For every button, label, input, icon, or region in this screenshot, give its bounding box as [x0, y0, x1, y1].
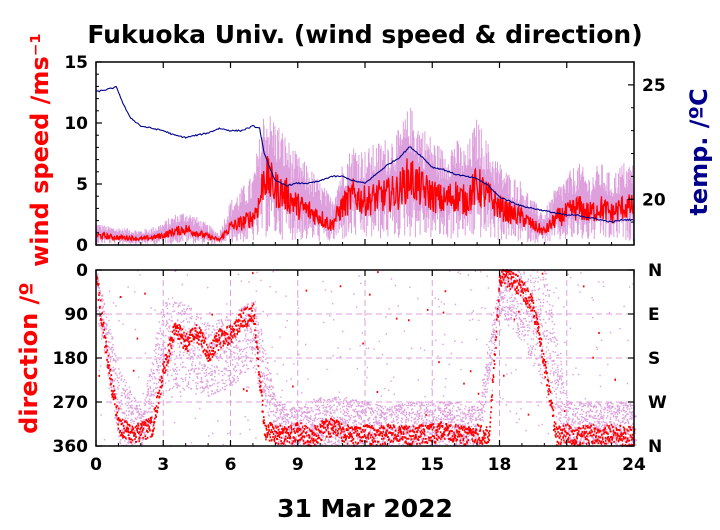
wind-tick-label: 0	[76, 236, 88, 256]
temp-tick-label: 25	[642, 76, 666, 96]
wind-direction-panel: 0 90 180 270 360 N E S W N 0 3 6 9 12 15 18 21 24	[53, 261, 668, 475]
direction-tick-label: 360	[53, 437, 89, 457]
temperature-line	[95, 85, 634, 223]
wind-direction-dots	[96, 269, 636, 447]
compass-tick-label: N	[648, 437, 662, 457]
x-axis-label: 31 Mar 2022	[277, 494, 453, 523]
direction-tick-label: 180	[53, 349, 89, 369]
compass-tick-label: E	[648, 305, 660, 325]
x-tick-label: 21	[555, 455, 579, 475]
wind-tick-label: 15	[64, 53, 88, 73]
x-tick-label: 3	[157, 455, 169, 475]
compass-tick-label: N	[648, 261, 662, 281]
wind-tick-label: 10	[64, 114, 88, 134]
direction-tick-label: 90	[64, 305, 88, 325]
chart-title: Fukuoka Univ. (wind speed & direction)	[87, 20, 642, 49]
wind-tick-label: 5	[76, 175, 88, 195]
direction-tick-label: 270	[53, 393, 89, 413]
x-tick-label: 0	[90, 455, 102, 475]
wind-speed-temperature-panel: 0 5 10 15 20 25	[64, 53, 666, 256]
right-axis-label-temp: temp. /ºC	[685, 88, 713, 215]
wind-speed-line	[95, 155, 635, 243]
x-tick-label: 6	[225, 455, 237, 475]
x-tick-label: 12	[353, 455, 377, 475]
x-tick-label: 9	[292, 455, 304, 475]
x-tick-label: 15	[420, 455, 444, 475]
compass-tick-label: W	[648, 393, 667, 413]
left-axis-label-wind: wind speed /ms⁻¹	[26, 33, 54, 267]
direction-tick-label: 0	[76, 261, 88, 281]
x-tick-label: 24	[622, 455, 646, 475]
compass-tick-label: S	[648, 349, 660, 369]
temp-tick-label: 20	[642, 190, 666, 210]
x-tick-label: 18	[488, 455, 512, 475]
left-axis-label-direction: direction /º	[15, 282, 43, 434]
